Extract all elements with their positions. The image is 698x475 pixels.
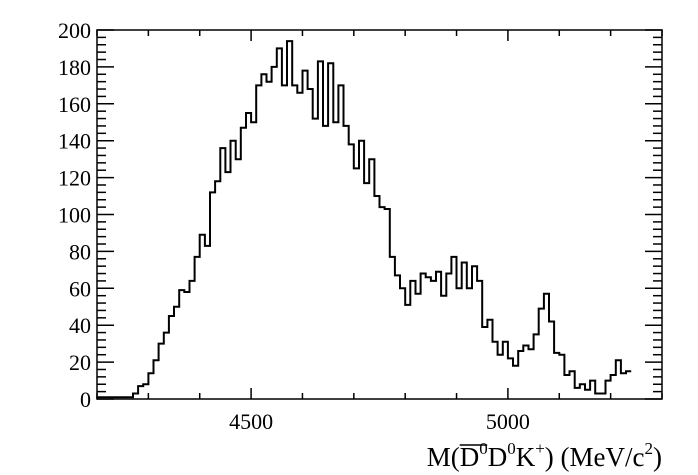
x-axis-title-sup2: 0 xyxy=(507,439,516,458)
y-tick-label: 200 xyxy=(58,18,91,43)
x-axis-title-sup4: 2 xyxy=(645,439,654,458)
x-axis-title: M(D0D0K+) (MeV/c2) xyxy=(427,439,662,472)
x-axis-title-suffix: ) xyxy=(653,442,662,472)
y-tick-label: 140 xyxy=(58,129,91,154)
histogram-line xyxy=(97,40,632,399)
plot-frame xyxy=(96,29,663,400)
y-tick-label: 0 xyxy=(80,387,91,412)
x-axis-title-sup3: + xyxy=(535,439,545,458)
y-tick-label: 100 xyxy=(58,203,91,228)
y-tick-label: 40 xyxy=(69,313,91,338)
axis-ticks xyxy=(96,29,663,400)
y-tick-label: 60 xyxy=(69,276,91,301)
y-tick-label: 80 xyxy=(69,239,91,264)
x-axis-title-mid: ) (MeV/c xyxy=(545,442,645,472)
x-tick-label: 5000 xyxy=(486,409,530,434)
x-axis-title-sup1: 0 xyxy=(479,439,488,458)
y-tick-label: 20 xyxy=(69,350,91,375)
x-axis-title-prefix: M( xyxy=(427,442,460,472)
x-axis-title-dbar: D xyxy=(460,442,480,472)
y-tick-label: 160 xyxy=(58,92,91,117)
x-tick-label: 4500 xyxy=(229,409,273,434)
y-tick-label: 180 xyxy=(58,55,91,80)
x-axis-title-d: D xyxy=(488,442,508,472)
x-axis-title-k: K xyxy=(516,442,536,472)
y-tick-label: 120 xyxy=(58,166,91,191)
axis-tick-labels: 0 20 40 60 80 100 120 140 160 180 200 4500 5000 xyxy=(58,18,530,434)
